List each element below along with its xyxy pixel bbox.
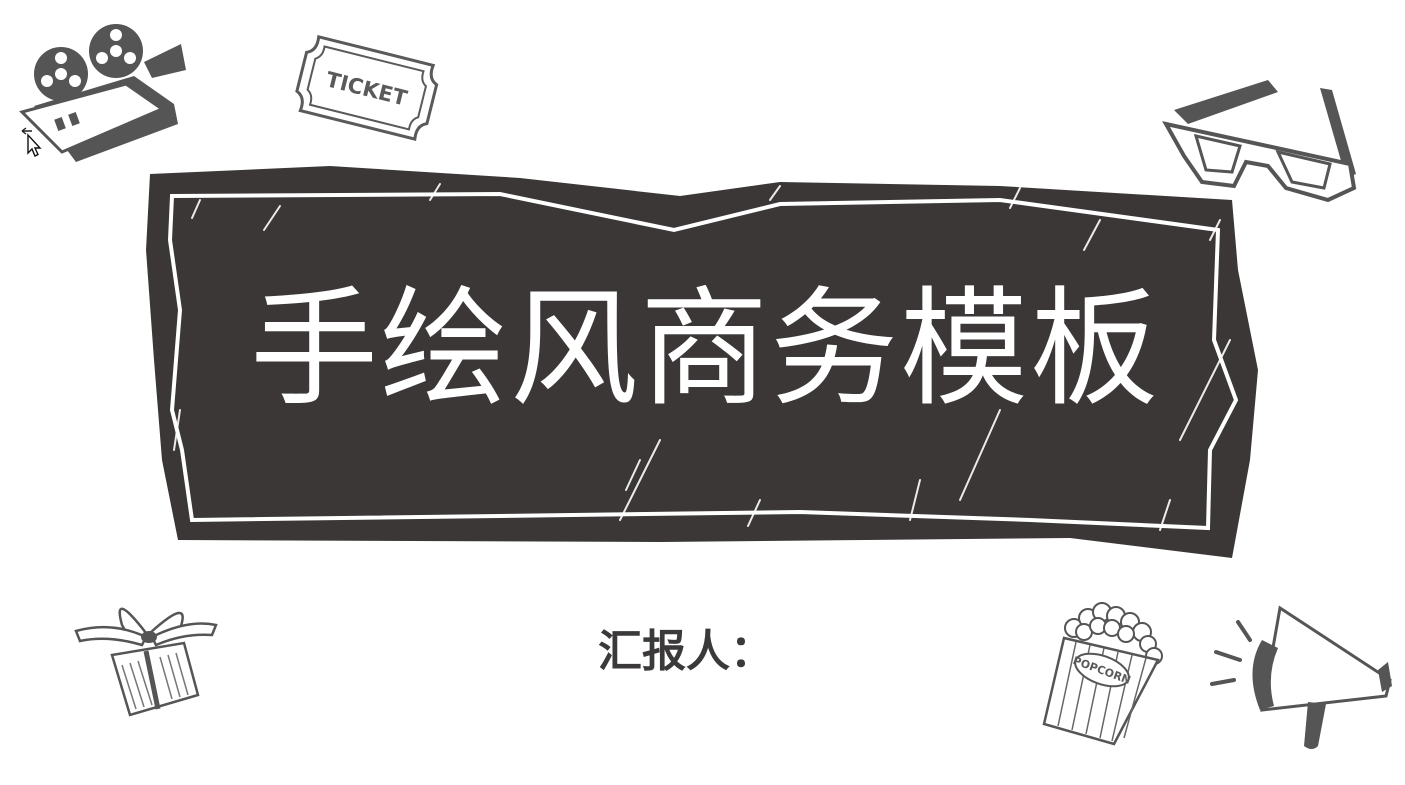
movie-camera-icon — [16, 14, 191, 166]
popcorn-icon: POPCORN — [1036, 598, 1166, 748]
title-banner: 手绘风商务模板 — [140, 160, 1270, 565]
3d-glasses-icon — [1160, 66, 1365, 206]
megaphone-icon — [1208, 600, 1398, 760]
slide-title: 手绘风商务模板 — [249, 275, 1160, 424]
mouse-cursor-icon — [20, 127, 42, 161]
reporter-label: 汇报人： — [598, 626, 774, 677]
ticket-icon: TICKET — [294, 28, 440, 146]
gift-box-icon — [72, 585, 222, 720]
